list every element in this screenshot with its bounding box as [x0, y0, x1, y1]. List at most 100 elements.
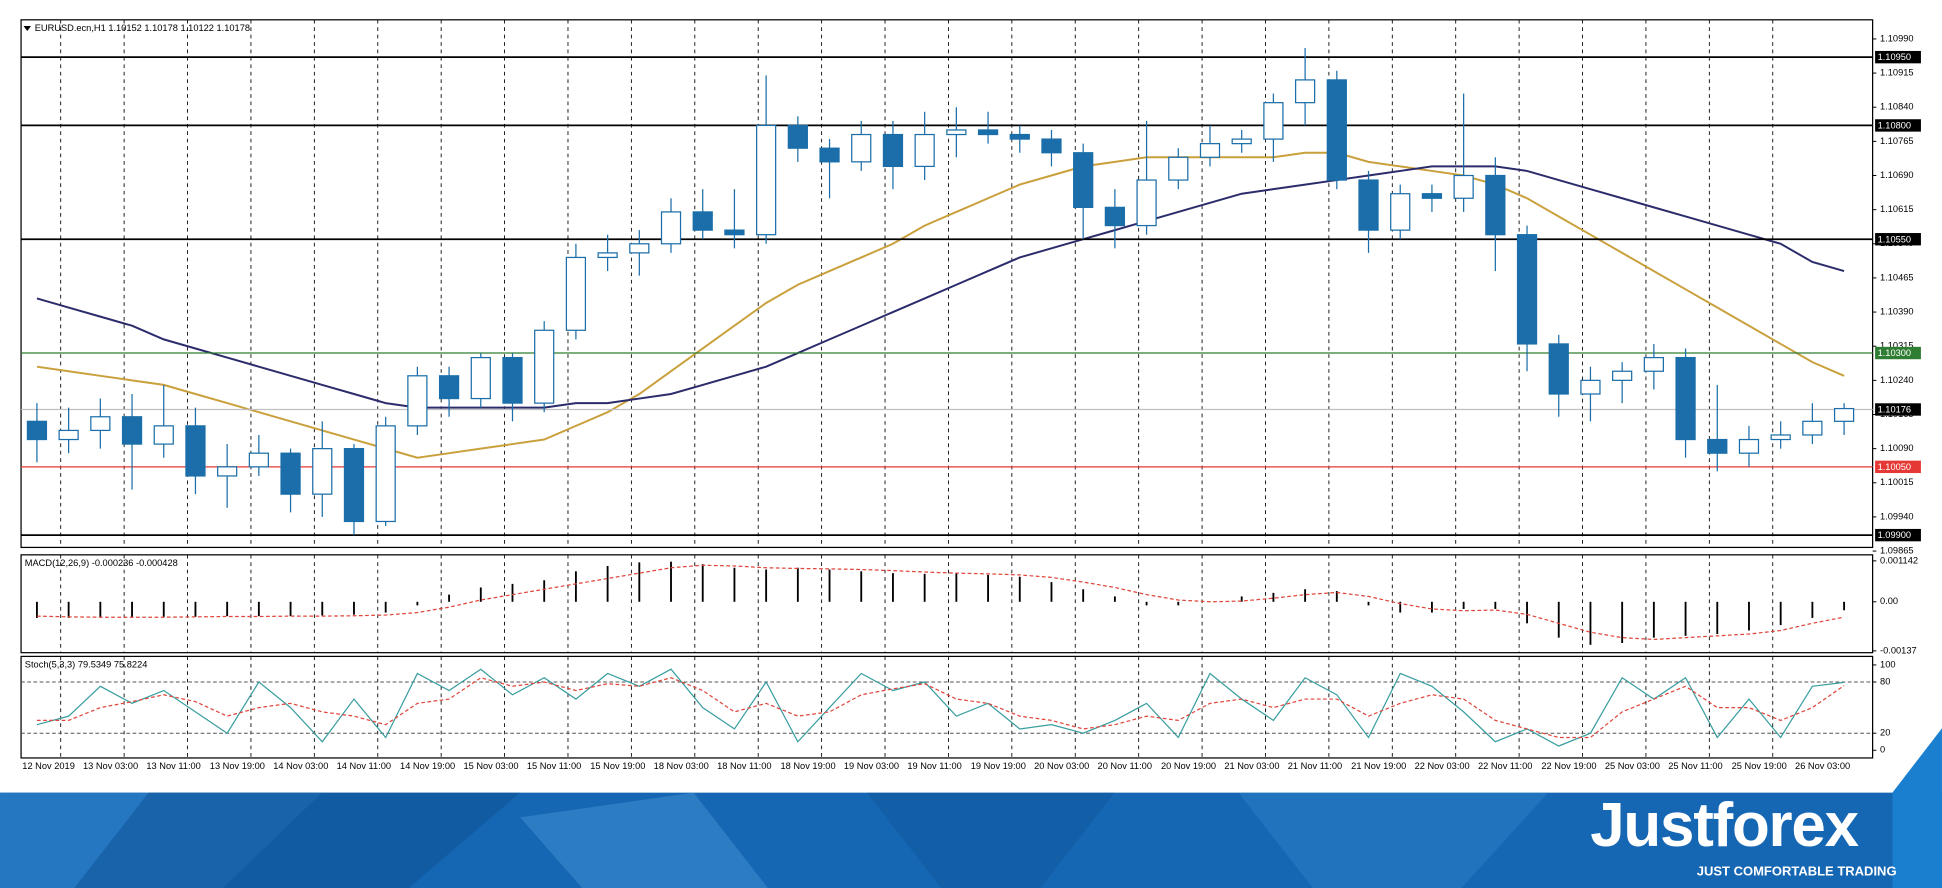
candle-body	[26, 420, 48, 441]
candle-body	[1485, 174, 1506, 236]
level-label: 1.10800	[1878, 120, 1912, 130]
candle-body	[1548, 343, 1569, 395]
candle-body	[1516, 234, 1538, 345]
y-tick-label: 100	[1880, 659, 1895, 669]
x-tick-label: 19 Nov 03:00	[844, 761, 899, 771]
y-tick-label: 1.10315	[1880, 341, 1913, 351]
tagline: JUST COMFORTABLE TRADING	[1697, 863, 1897, 878]
candle-body	[1802, 420, 1823, 436]
stoch-line	[36, 677, 1845, 739]
candle-body	[217, 466, 238, 477]
level-label: 1.10300	[1878, 348, 1912, 358]
level-label: 1.10176	[1878, 405, 1912, 415]
candle-body	[185, 425, 206, 477]
x-tick-label: 20 Nov 19:00	[1161, 761, 1216, 771]
level-label: 1.10550	[1878, 234, 1912, 244]
moving-average	[36, 151, 1845, 459]
candle-body	[343, 448, 365, 523]
candle-body	[692, 211, 713, 231]
candle-body	[1738, 438, 1760, 454]
candle-body	[438, 375, 460, 400]
candle-body	[534, 329, 555, 404]
x-tick-label: 14 Nov 19:00	[400, 761, 455, 771]
y-tick-label: 1.10015	[1880, 477, 1913, 487]
candle-body	[1580, 379, 1601, 395]
x-tick-label: 22 Nov 19:00	[1541, 761, 1596, 771]
x-tick-label: 15 Nov 03:00	[463, 761, 518, 771]
candle-body	[1104, 206, 1126, 227]
symbol-menu-arrow	[23, 26, 31, 31]
x-tick-label: 19 Nov 11:00	[907, 761, 961, 771]
candle-body	[1421, 193, 1443, 199]
y-tick-label: 1.10240	[1880, 375, 1913, 385]
candle-body	[375, 425, 396, 523]
x-tick-label: 18 Nov 19:00	[780, 761, 835, 771]
x-tick-label: 13 Nov 03:00	[83, 761, 138, 771]
moving-average	[36, 165, 1845, 409]
x-tick-label: 13 Nov 11:00	[146, 761, 200, 771]
x-tick-label: 20 Nov 11:00	[1098, 761, 1152, 771]
level-label-box	[1875, 346, 1921, 360]
logo: Justforex	[1590, 791, 1858, 860]
banner-shape	[74, 792, 521, 888]
level-label: 1.10950	[1878, 52, 1912, 62]
y-tick-label: 0.001142	[1880, 555, 1918, 565]
candle-body	[1041, 138, 1062, 154]
candle-body	[407, 375, 428, 427]
y-tick-label: 80	[1880, 676, 1890, 686]
x-tick-label: 21 Nov 19:00	[1351, 761, 1406, 771]
candle-body	[756, 124, 777, 236]
panel-title: Stoch(5,3,3) 79.5349 75.8224	[25, 660, 148, 670]
candle-body	[1136, 179, 1157, 227]
candle-body	[882, 133, 904, 168]
footer-banner: Justforex JUST COMFORTABLE TRADING	[0, 728, 1942, 888]
banner-corner	[1892, 728, 1942, 888]
level-label-box	[1875, 119, 1921, 132]
candle-body	[787, 124, 808, 149]
candle-body	[851, 133, 872, 163]
candle-body	[977, 129, 999, 136]
panel-frame	[20, 19, 1874, 549]
candle-body	[914, 133, 935, 168]
candle-body	[121, 416, 143, 445]
candle-body	[1707, 438, 1728, 454]
panel-frame	[20, 655, 1874, 759]
candle-body	[502, 356, 523, 404]
x-tick-label: 20 Nov 03:00	[1034, 761, 1089, 771]
level-label-box	[1875, 528, 1921, 542]
x-tick-label: 18 Nov 11:00	[717, 761, 771, 771]
candle-body	[1009, 133, 1030, 140]
candle-body	[312, 448, 333, 495]
y-tick-label: 1.10690	[1880, 170, 1913, 180]
y-tick-label: 1.10765	[1880, 136, 1913, 146]
panel-title: MACD(12,26,9) -0.000236 -0.000428	[25, 558, 178, 568]
x-tick-label: 25 Nov 11:00	[1668, 761, 1722, 771]
x-tick-label: 15 Nov 11:00	[527, 761, 581, 771]
y-tick-label: 1.10840	[1880, 102, 1913, 112]
level-label-box	[1875, 50, 1921, 64]
x-tick-label: 22 Nov 03:00	[1415, 761, 1470, 771]
y-tick-label: 0.00	[1880, 596, 1898, 606]
banner-shape	[866, 792, 1115, 888]
x-tick-label: 26 Nov 03:00	[1795, 761, 1850, 771]
candle-body	[1231, 138, 1252, 145]
x-tick-label: 15 Nov 19:00	[590, 761, 645, 771]
candle-body	[946, 129, 967, 136]
y-tick-label: 1.10615	[1880, 204, 1913, 214]
x-tick-label: 12 Nov 2019	[22, 761, 75, 771]
candle-body	[1199, 143, 1221, 158]
y-tick-label: 1.09865	[1880, 546, 1913, 556]
candle-body	[1453, 174, 1474, 199]
y-tick-label: 1.10990	[1880, 33, 1913, 43]
x-tick-label: 25 Nov 03:00	[1605, 761, 1660, 771]
banner-shape	[520, 792, 768, 888]
x-tick-label: 21 Nov 03:00	[1224, 761, 1279, 771]
candle-body	[1675, 356, 1696, 441]
candle-body	[1294, 79, 1316, 104]
candle-body	[1612, 370, 1633, 381]
candle-body	[153, 425, 174, 445]
x-tick-label: 14 Nov 03:00	[273, 761, 328, 771]
y-tick-label: 1.10915	[1880, 68, 1913, 78]
